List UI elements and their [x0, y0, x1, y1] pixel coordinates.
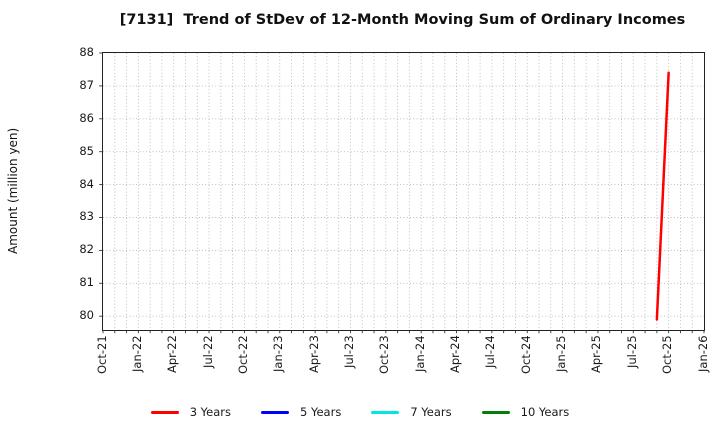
x-tick-label: Jan-22 [129, 335, 144, 372]
x-tick-label: Jul-22 [200, 335, 215, 368]
y-tick-label: 84 [79, 176, 94, 191]
x-tick-label: Oct-21 [94, 335, 109, 374]
legend-line-swatch [481, 410, 510, 414]
x-tick-label: Jan-24 [412, 335, 427, 372]
legend-line-swatch [371, 410, 400, 414]
y-tick-label: 88 [79, 45, 94, 59]
x-tick-label: Jul-23 [341, 335, 356, 368]
legend-item-10-years: 10 Years [481, 404, 570, 420]
x-tick-label: Apr-22 [165, 335, 180, 373]
legend-label: 7 Years [410, 405, 452, 419]
y-tick-label: 83 [79, 209, 94, 224]
y-tick-label: 81 [79, 275, 94, 290]
legend-line-swatch [261, 410, 290, 414]
legend-item-3-years: 3 Years [150, 404, 232, 420]
x-tick-label: Jan-23 [271, 335, 286, 372]
x-tick-label: Jul-25 [624, 335, 639, 368]
legend-line-swatch [150, 410, 179, 414]
legend-item-5-years: 5 Years [261, 404, 341, 420]
legend-label: 10 Years [520, 405, 570, 419]
plot-canvas [99, 52, 705, 334]
y-tick-label: 82 [79, 242, 94, 257]
x-tick-label: Oct-22 [235, 335, 250, 374]
plot-area [99, 52, 705, 334]
legend-item-7-years: 7 Years [371, 404, 452, 420]
x-tick-label: Jan-25 [554, 335, 569, 372]
x-tick-label: Apr-23 [306, 335, 321, 373]
x-tick-label: Oct-24 [518, 335, 533, 374]
y-tick-label: 85 [79, 143, 94, 158]
x-tick-label: Jul-24 [483, 335, 498, 368]
legend: 3 Years 5 Years 7 Years 10 Years [0, 404, 720, 420]
legend-label: 5 Years [300, 405, 342, 419]
y-tick-label: 86 [79, 110, 94, 125]
y-tick-label: 87 [79, 77, 94, 92]
x-tick-label: Oct-25 [660, 335, 675, 374]
legend-label: 3 Years [189, 405, 232, 419]
x-tick-label: Apr-25 [589, 335, 604, 373]
series-line-3-years [655, 71, 670, 321]
chart-title: [7131] Trend of StDev of 12-Month Moving… [119, 12, 686, 28]
y-tick-label: 80 [79, 308, 94, 323]
x-tick-label: Jan-26 [695, 335, 710, 372]
x-tick-label: Oct-23 [377, 335, 392, 374]
x-tick-label: Apr-24 [448, 335, 463, 373]
